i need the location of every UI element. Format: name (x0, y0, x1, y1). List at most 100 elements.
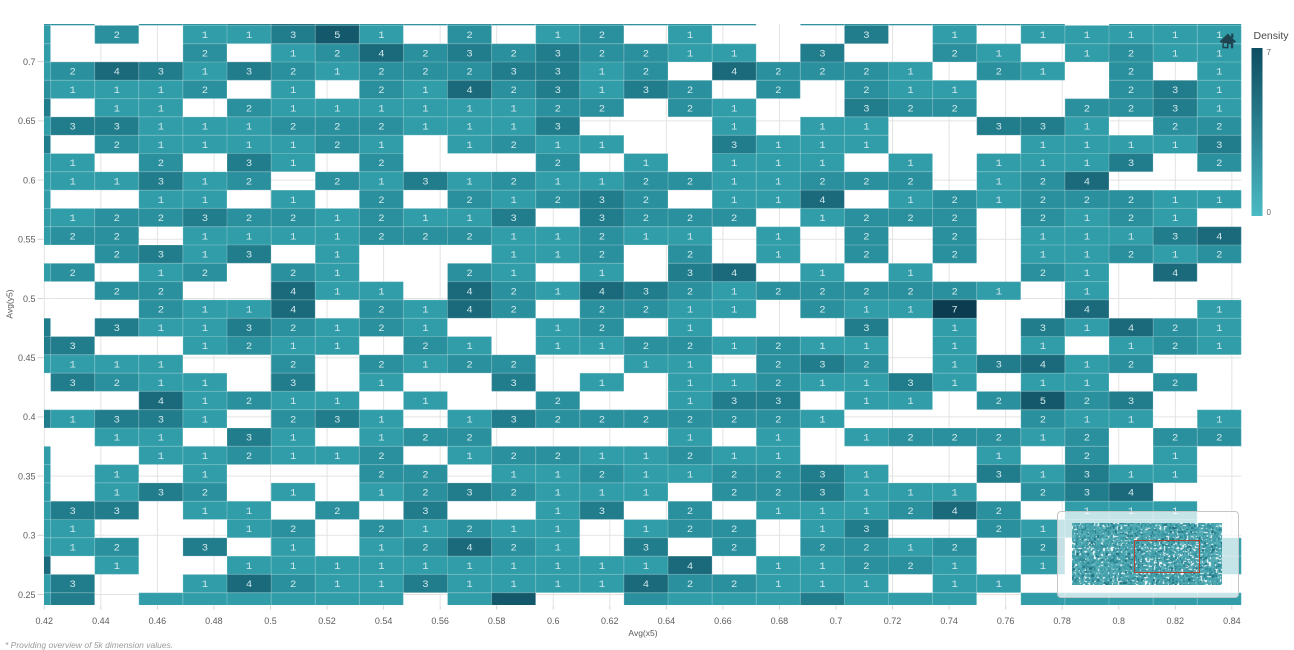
svg-text:2: 2 (290, 122, 296, 134)
svg-text:2: 2 (290, 579, 296, 591)
svg-text:3: 3 (510, 414, 516, 426)
svg-text:1: 1 (555, 561, 561, 573)
svg-text:3: 3 (510, 378, 516, 390)
svg-text:1: 1 (158, 323, 164, 335)
svg-text:1: 1 (1084, 323, 1090, 335)
svg-text:1: 1 (599, 488, 605, 500)
svg-text:1: 1 (907, 305, 913, 317)
svg-text:2: 2 (599, 30, 605, 42)
svg-text:1: 1 (687, 359, 693, 371)
svg-text:4: 4 (290, 305, 296, 317)
svg-text:2: 2 (510, 542, 516, 554)
svg-text:7: 7 (1267, 48, 1272, 57)
svg-text:1: 1 (510, 250, 516, 262)
svg-text:2: 2 (643, 213, 649, 225)
svg-text:2: 2 (687, 250, 693, 262)
svg-text:1: 1 (643, 469, 649, 481)
svg-text:0.56: 0.56 (431, 616, 449, 626)
svg-text:2: 2 (863, 286, 869, 298)
svg-text:1: 1 (687, 396, 693, 408)
svg-text:2: 2 (643, 48, 649, 60)
svg-text:1: 1 (775, 140, 781, 152)
svg-text:2: 2 (334, 122, 340, 134)
svg-text:2: 2 (334, 506, 340, 518)
svg-text:1: 1 (1216, 414, 1222, 426)
svg-text:1: 1 (1040, 140, 1046, 152)
svg-text:3: 3 (996, 359, 1002, 371)
svg-text:2: 2 (687, 213, 693, 225)
svg-text:1: 1 (378, 286, 384, 298)
svg-text:2: 2 (863, 213, 869, 225)
svg-text:1: 1 (246, 506, 252, 518)
svg-text:2: 2 (643, 67, 649, 79)
svg-text:4: 4 (1128, 323, 1134, 335)
svg-text:1: 1 (1040, 30, 1046, 42)
svg-text:2: 2 (1216, 433, 1222, 445)
svg-text:2: 2 (687, 103, 693, 115)
svg-text:1: 1 (114, 469, 120, 481)
svg-text:2: 2 (555, 103, 561, 115)
svg-text:1: 1 (1084, 378, 1090, 390)
svg-text:2: 2 (1040, 542, 1046, 554)
svg-text:1: 1 (775, 231, 781, 243)
svg-text:1: 1 (466, 140, 472, 152)
svg-text:1: 1 (643, 561, 649, 573)
svg-text:1: 1 (951, 579, 957, 591)
svg-text:1: 1 (599, 341, 605, 353)
svg-text:2: 2 (114, 30, 120, 42)
svg-text:1: 1 (510, 524, 516, 536)
svg-text:2: 2 (158, 158, 164, 170)
svg-text:1: 1 (69, 85, 75, 97)
svg-text:3: 3 (69, 341, 75, 353)
svg-text:2: 2 (907, 561, 913, 573)
svg-text:1: 1 (951, 323, 957, 335)
svg-text:1: 1 (555, 286, 561, 298)
svg-text:2: 2 (378, 213, 384, 225)
svg-text:2: 2 (378, 67, 384, 79)
svg-text:1: 1 (378, 433, 384, 445)
svg-text:1: 1 (1216, 85, 1222, 97)
svg-text:2: 2 (114, 250, 120, 262)
svg-text:1: 1 (158, 268, 164, 280)
svg-text:1: 1 (290, 451, 296, 463)
svg-text:1: 1 (555, 176, 561, 188)
svg-text:1: 1 (1084, 48, 1090, 60)
svg-text:1: 1 (202, 414, 208, 426)
svg-text:2: 2 (114, 378, 120, 390)
svg-text:1: 1 (555, 579, 561, 591)
svg-text:1: 1 (555, 323, 561, 335)
svg-text:1: 1 (1172, 30, 1178, 42)
svg-text:2: 2 (510, 488, 516, 500)
svg-text:1: 1 (1040, 341, 1046, 353)
svg-text:2: 2 (1172, 122, 1178, 134)
svg-text:1: 1 (246, 524, 252, 536)
svg-text:7: 7 (951, 305, 957, 317)
svg-text:3: 3 (1216, 140, 1222, 152)
svg-text:3: 3 (819, 469, 825, 481)
svg-text:1: 1 (378, 561, 384, 573)
svg-text:1: 1 (1040, 231, 1046, 243)
svg-text:1: 1 (158, 378, 164, 390)
svg-text:1: 1 (466, 414, 472, 426)
svg-text:1: 1 (1084, 250, 1090, 262)
svg-text:1: 1 (1084, 213, 1090, 225)
svg-text:2: 2 (687, 414, 693, 426)
svg-text:3: 3 (819, 488, 825, 500)
svg-text:2: 2 (1128, 213, 1134, 225)
svg-text:2: 2 (819, 176, 825, 188)
svg-text:3: 3 (69, 122, 75, 134)
svg-text:0.6: 0.6 (23, 175, 36, 185)
svg-text:1: 1 (1084, 122, 1090, 134)
svg-text:1: 1 (1128, 30, 1134, 42)
svg-text:2: 2 (775, 359, 781, 371)
svg-text:4: 4 (731, 268, 737, 280)
svg-text:1: 1 (1084, 286, 1090, 298)
svg-text:1: 1 (290, 85, 296, 97)
svg-text:3: 3 (599, 506, 605, 518)
svg-text:2: 2 (819, 286, 825, 298)
svg-text:2: 2 (422, 488, 428, 500)
svg-text:1: 1 (466, 103, 472, 115)
svg-text:1: 1 (1084, 414, 1090, 426)
svg-text:1: 1 (378, 378, 384, 390)
svg-text:1: 1 (158, 85, 164, 97)
